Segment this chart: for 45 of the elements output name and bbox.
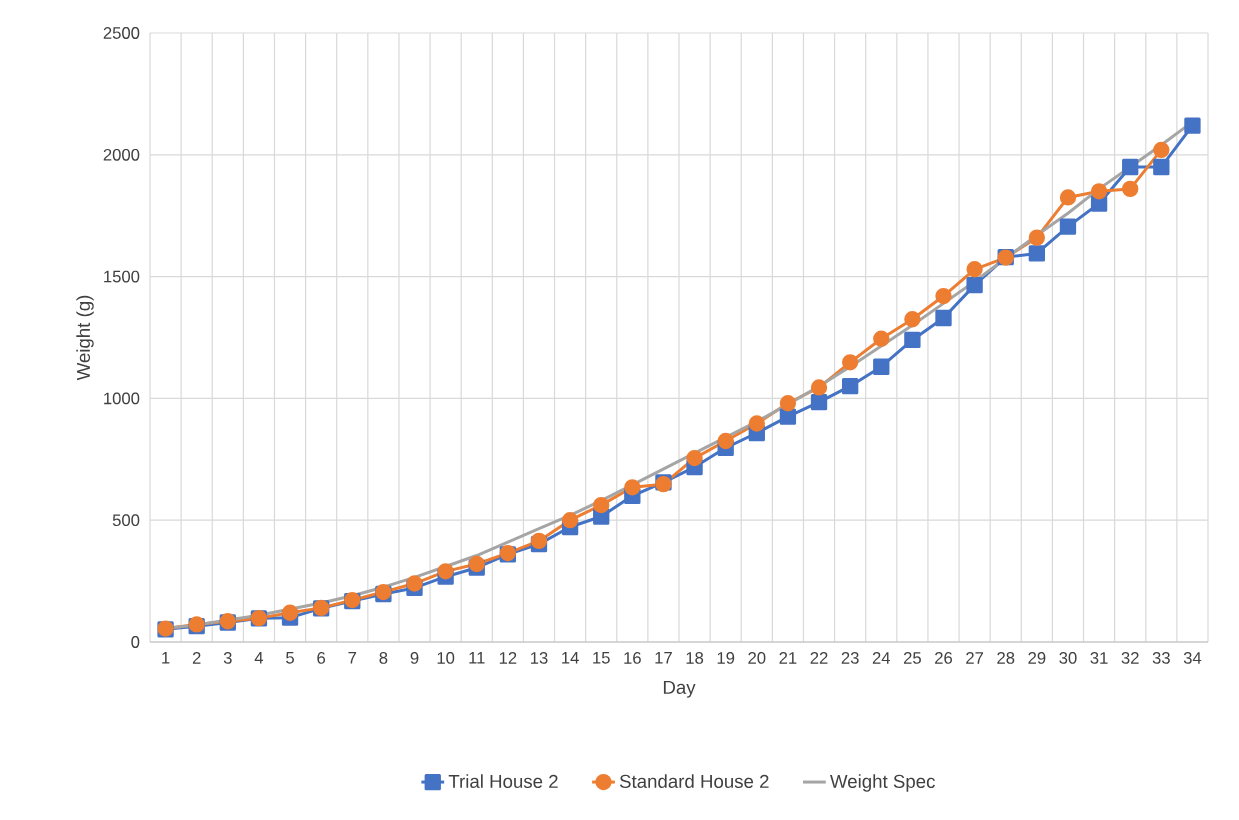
y-tick-label: 500 (112, 514, 140, 527)
legend-label: Standard House 2 (619, 774, 769, 788)
x-tick-label: 8 (379, 652, 388, 664)
x-tick-label: 11 (469, 652, 485, 664)
x-tick-label: 31 (1090, 652, 1108, 664)
x-tick-label: 32 (1121, 652, 1139, 664)
x-tick-label: 21 (779, 652, 797, 664)
x-tick-label: 1 (162, 652, 170, 664)
x-tick-label: 27 (966, 652, 984, 664)
x-tick-label: 4 (254, 652, 264, 664)
x-tick-label: 18 (686, 652, 704, 664)
x-tick-label: 7 (348, 652, 357, 664)
y-tick-label: 2500 (103, 27, 140, 39)
x-tick-label: 20 (748, 652, 766, 664)
x-tick-label: 19 (717, 652, 735, 664)
x-tick-label: 33 (1152, 652, 1170, 664)
x-tick-label: 25 (903, 652, 921, 664)
x-tick-label: 5 (286, 652, 294, 664)
x-tick-label: 12 (499, 652, 517, 664)
x-tick-label: 9 (410, 652, 419, 664)
x-tick-label: 22 (810, 652, 828, 664)
x-tick-label: 29 (1028, 652, 1046, 664)
x-tick-label: 30 (1059, 652, 1077, 664)
x-tick-label: 24 (872, 652, 891, 664)
x-tick-label: 14 (562, 652, 579, 664)
x-tick-label: 28 (997, 652, 1015, 664)
y-axis-title: Weight (g) (76, 295, 94, 381)
y-tick-label: 1000 (104, 392, 140, 405)
x-tick-label: 15 (593, 652, 610, 664)
x-tick-label: 2 (192, 652, 201, 664)
y-tick-label: 2000 (103, 148, 140, 161)
x-tick-label: 17 (655, 652, 672, 664)
legend-label: Trial House 2 (448, 774, 558, 788)
x-tick-label: 34 (1183, 652, 1202, 664)
x-axis-title: Day (663, 680, 696, 698)
x-tick-label: 16 (624, 652, 641, 664)
x-tick-label: 23 (841, 652, 859, 664)
x-tick-label: 13 (530, 652, 548, 664)
y-tick-label: 0 (131, 636, 140, 648)
x-tick-label: 10 (437, 652, 455, 664)
x-tick-label: 3 (223, 652, 232, 664)
legend-label: Weight Spec (830, 774, 935, 792)
x-tick-label: 26 (935, 652, 953, 664)
y-tick-label: 1500 (104, 270, 140, 283)
x-tick-label: 6 (317, 652, 326, 664)
